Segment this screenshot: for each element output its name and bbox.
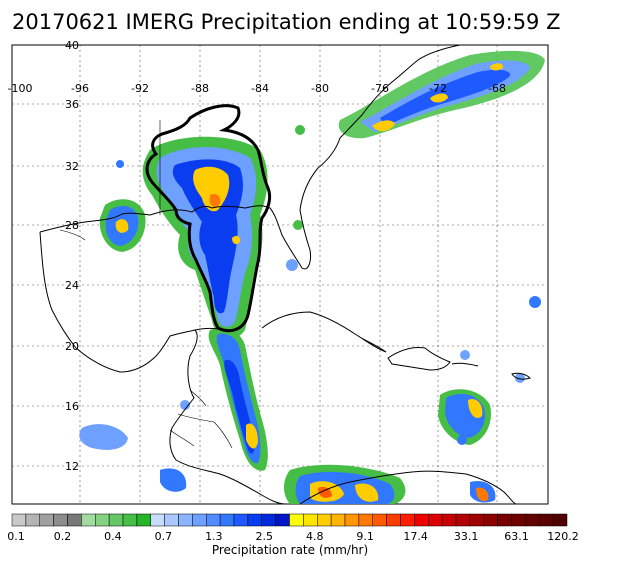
colorbar-tick-label: 120.2 bbox=[547, 530, 579, 543]
latitude-label: 20 bbox=[65, 340, 79, 353]
colorbar-tick-label: 0.4 bbox=[104, 530, 122, 543]
colorbar-tick-label: 9.1 bbox=[356, 530, 374, 543]
longitude-label: -76 bbox=[371, 82, 389, 95]
colorbar-tick-label: 63.1 bbox=[504, 530, 529, 543]
grid-labels: -100 -96 -92 -88 -84 -80 -76 -72 -68 40 36 32 28 24 20… bbox=[8, 39, 506, 473]
longitude-label: -84 bbox=[251, 82, 269, 95]
coastlines bbox=[39, 44, 531, 505]
latitude-label: 28 bbox=[65, 219, 79, 232]
precipitation-field bbox=[79, 50, 545, 504]
longitude-label: -100 bbox=[8, 82, 33, 95]
colorbar-tick-label: 2.5 bbox=[255, 530, 274, 543]
latitude-label: 36 bbox=[65, 98, 79, 111]
longitude-label: -68 bbox=[488, 82, 506, 95]
latitude-label: 16 bbox=[65, 400, 79, 413]
latitude-label: 12 bbox=[65, 460, 79, 473]
colorbar-tick-label: 1.3 bbox=[205, 530, 223, 543]
colorbar-tick-label: 0.1 bbox=[7, 530, 25, 543]
longitude-label: -92 bbox=[131, 82, 149, 95]
colorbar-title: Precipitation rate (mm/hr) bbox=[211, 543, 369, 557]
longitude-label: -96 bbox=[71, 82, 89, 95]
page-title: 20170621 IMERG Precipitation ending at 1… bbox=[12, 10, 561, 34]
latitude-label: 24 bbox=[65, 279, 79, 292]
colorbar-tick-label: 17.4 bbox=[403, 530, 428, 543]
longitude-label: -88 bbox=[191, 82, 209, 95]
colorbar-tick-label: 4.8 bbox=[305, 530, 324, 543]
longitude-label: -72 bbox=[429, 82, 447, 95]
latitude-label: 40 bbox=[65, 39, 79, 52]
latitude-label: 32 bbox=[65, 160, 79, 173]
colorbar-tick-label: 0.2 bbox=[53, 530, 72, 543]
colorbar-tick-label: 0.7 bbox=[154, 530, 173, 543]
colorbar-tick-label: 33.1 bbox=[453, 530, 479, 543]
highlight-outline bbox=[145, 104, 272, 333]
longitude-label: -80 bbox=[311, 82, 329, 95]
